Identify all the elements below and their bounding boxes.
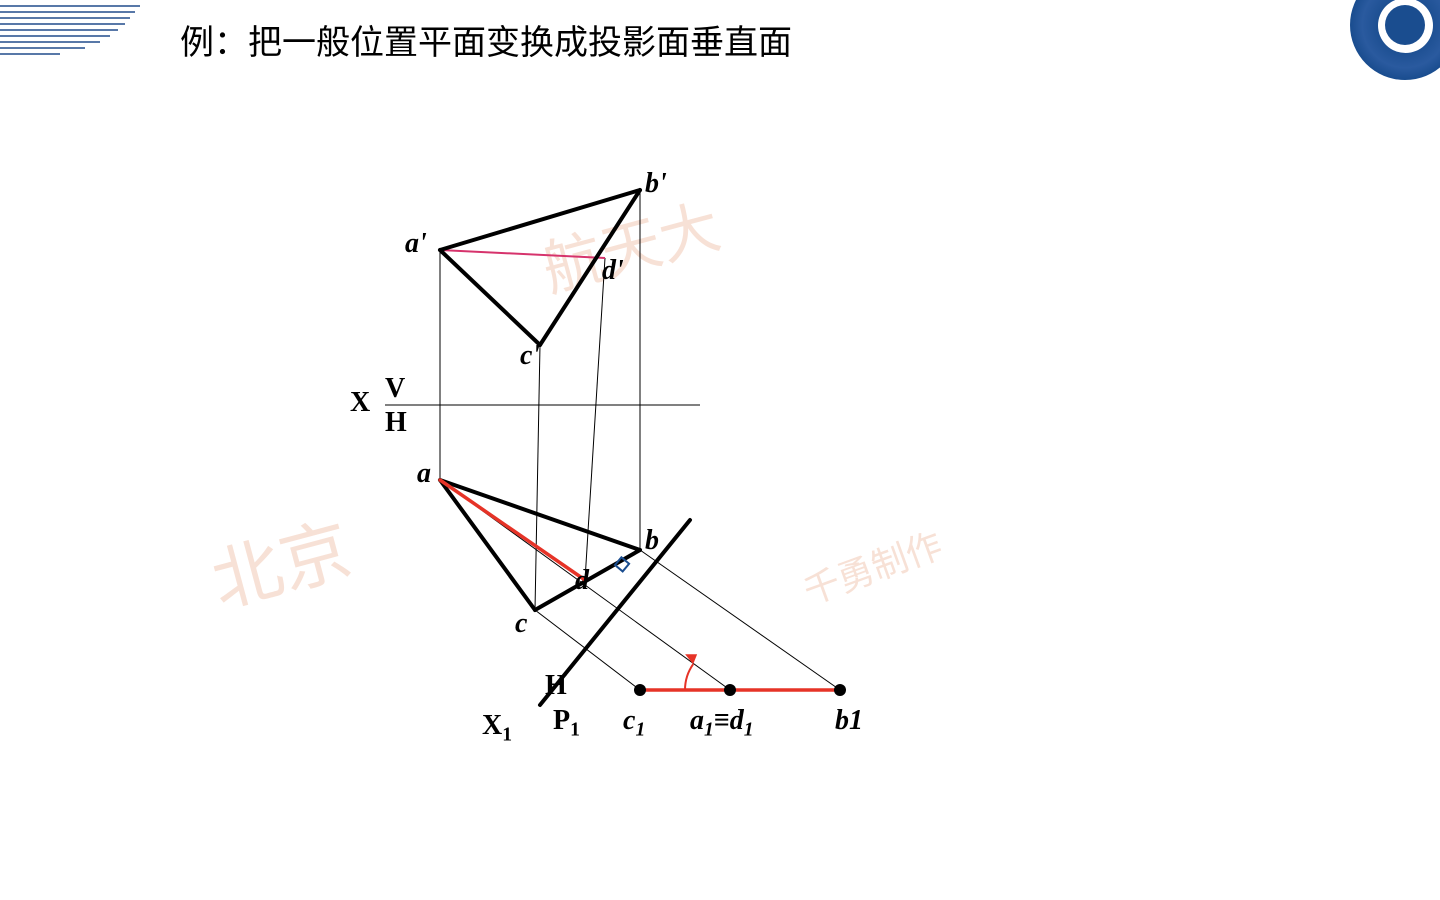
gear-icon bbox=[1385, 5, 1425, 45]
label-aprime: a' bbox=[405, 228, 427, 260]
label-X: X bbox=[350, 387, 370, 419]
label-V: V bbox=[385, 373, 405, 405]
label-b1: b1 bbox=[835, 705, 863, 737]
label-d: d bbox=[575, 565, 589, 597]
corner-stripes bbox=[0, 0, 140, 60]
university-logo bbox=[1350, 0, 1440, 80]
label-c: c bbox=[515, 608, 527, 640]
label-H2: H bbox=[545, 670, 567, 702]
page-title: 例：把一般位置平面变换成投影面垂直面 bbox=[180, 15, 792, 64]
projection-diagram: a' b' c' d' X V H a b c d H X1 P1 c1 a1≡… bbox=[320, 130, 970, 810]
stripes-svg bbox=[0, 0, 150, 70]
label-cprime: c' bbox=[520, 340, 540, 372]
label-c1: c1 bbox=[623, 705, 645, 742]
label-b: b bbox=[645, 525, 659, 557]
label-a1d1: a1≡d1 bbox=[690, 705, 754, 742]
thick-lines bbox=[440, 190, 690, 705]
label-bprime: b' bbox=[645, 168, 667, 200]
label-P1: P1 bbox=[553, 705, 580, 742]
label-X1: X1 bbox=[482, 710, 512, 747]
label-dprime: d' bbox=[602, 255, 624, 287]
label-a: a bbox=[417, 458, 431, 490]
magenta-line bbox=[440, 250, 605, 258]
label-H: H bbox=[385, 407, 407, 439]
logo-inner bbox=[1378, 0, 1433, 53]
angle-arc bbox=[685, 654, 697, 690]
